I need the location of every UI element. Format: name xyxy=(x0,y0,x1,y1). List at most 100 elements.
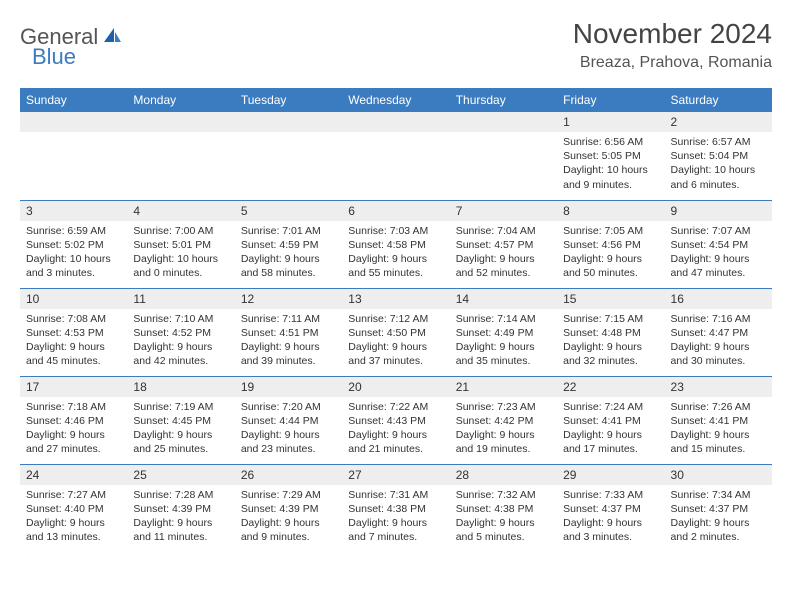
day-details: Sunrise: 7:05 AMSunset: 4:56 PMDaylight:… xyxy=(557,221,664,285)
day-header: Thursday xyxy=(450,88,557,112)
day-number: 20 xyxy=(342,377,449,397)
calendar-cell: 1Sunrise: 6:56 AMSunset: 5:05 PMDaylight… xyxy=(557,112,664,200)
day-number: 18 xyxy=(127,377,234,397)
day-number: 25 xyxy=(127,465,234,485)
day-number: 4 xyxy=(127,201,234,221)
calendar-cell: 30Sunrise: 7:34 AMSunset: 4:37 PMDayligh… xyxy=(665,464,772,552)
calendar-cell: 19Sunrise: 7:20 AMSunset: 4:44 PMDayligh… xyxy=(235,376,342,464)
calendar-cell: 29Sunrise: 7:33 AMSunset: 4:37 PMDayligh… xyxy=(557,464,664,552)
day-number: 10 xyxy=(20,289,127,309)
day-number: 19 xyxy=(235,377,342,397)
day-number: 12 xyxy=(235,289,342,309)
day-header: Monday xyxy=(127,88,234,112)
day-details: Sunrise: 7:27 AMSunset: 4:40 PMDaylight:… xyxy=(20,485,127,549)
calendar-week-row: 3Sunrise: 6:59 AMSunset: 5:02 PMDaylight… xyxy=(20,200,772,288)
day-details: Sunrise: 7:31 AMSunset: 4:38 PMDaylight:… xyxy=(342,485,449,549)
calendar-cell xyxy=(450,112,557,200)
day-details: Sunrise: 7:19 AMSunset: 4:45 PMDaylight:… xyxy=(127,397,234,461)
calendar-header-row: SundayMondayTuesdayWednesdayThursdayFrid… xyxy=(20,88,772,112)
day-number: 14 xyxy=(450,289,557,309)
day-number: 24 xyxy=(20,465,127,485)
day-number: 28 xyxy=(450,465,557,485)
calendar-cell: 5Sunrise: 7:01 AMSunset: 4:59 PMDaylight… xyxy=(235,200,342,288)
calendar-cell xyxy=(20,112,127,200)
calendar-cell: 24Sunrise: 7:27 AMSunset: 4:40 PMDayligh… xyxy=(20,464,127,552)
day-details: Sunrise: 7:34 AMSunset: 4:37 PMDaylight:… xyxy=(665,485,772,549)
day-number: 21 xyxy=(450,377,557,397)
day-details: Sunrise: 7:29 AMSunset: 4:39 PMDaylight:… xyxy=(235,485,342,549)
page-header: General November 2024 Breaza, Prahova, R… xyxy=(20,18,772,72)
day-details: Sunrise: 7:07 AMSunset: 4:54 PMDaylight:… xyxy=(665,221,772,285)
calendar-cell: 6Sunrise: 7:03 AMSunset: 4:58 PMDaylight… xyxy=(342,200,449,288)
day-number: 5 xyxy=(235,201,342,221)
day-number: 8 xyxy=(557,201,664,221)
day-details: Sunrise: 7:32 AMSunset: 4:38 PMDaylight:… xyxy=(450,485,557,549)
day-details: Sunrise: 7:16 AMSunset: 4:47 PMDaylight:… xyxy=(665,309,772,373)
calendar-week-row: 17Sunrise: 7:18 AMSunset: 4:46 PMDayligh… xyxy=(20,376,772,464)
day-details: Sunrise: 6:59 AMSunset: 5:02 PMDaylight:… xyxy=(20,221,127,285)
day-number: 9 xyxy=(665,201,772,221)
day-header: Sunday xyxy=(20,88,127,112)
day-number: 2 xyxy=(665,112,772,132)
day-number-empty xyxy=(127,112,234,132)
calendar-cell: 8Sunrise: 7:05 AMSunset: 4:56 PMDaylight… xyxy=(557,200,664,288)
day-details: Sunrise: 7:26 AMSunset: 4:41 PMDaylight:… xyxy=(665,397,772,461)
day-number-empty xyxy=(20,112,127,132)
day-details: Sunrise: 7:33 AMSunset: 4:37 PMDaylight:… xyxy=(557,485,664,549)
day-number: 16 xyxy=(665,289,772,309)
day-details: Sunrise: 7:14 AMSunset: 4:49 PMDaylight:… xyxy=(450,309,557,373)
calendar-cell: 16Sunrise: 7:16 AMSunset: 4:47 PMDayligh… xyxy=(665,288,772,376)
logo-text-blue: Blue xyxy=(32,44,76,70)
calendar-cell: 10Sunrise: 7:08 AMSunset: 4:53 PMDayligh… xyxy=(20,288,127,376)
day-number: 1 xyxy=(557,112,664,132)
day-details: Sunrise: 7:18 AMSunset: 4:46 PMDaylight:… xyxy=(20,397,127,461)
day-details: Sunrise: 7:15 AMSunset: 4:48 PMDaylight:… xyxy=(557,309,664,373)
day-header: Friday xyxy=(557,88,664,112)
calendar-cell: 9Sunrise: 7:07 AMSunset: 4:54 PMDaylight… xyxy=(665,200,772,288)
day-number: 13 xyxy=(342,289,449,309)
calendar-cell: 20Sunrise: 7:22 AMSunset: 4:43 PMDayligh… xyxy=(342,376,449,464)
calendar-cell xyxy=(235,112,342,200)
title-block: November 2024 Breaza, Prahova, Romania xyxy=(573,18,772,72)
calendar-cell: 2Sunrise: 6:57 AMSunset: 5:04 PMDaylight… xyxy=(665,112,772,200)
day-number: 17 xyxy=(20,377,127,397)
day-details: Sunrise: 7:22 AMSunset: 4:43 PMDaylight:… xyxy=(342,397,449,461)
day-number: 11 xyxy=(127,289,234,309)
day-header: Saturday xyxy=(665,88,772,112)
day-details: Sunrise: 7:04 AMSunset: 4:57 PMDaylight:… xyxy=(450,221,557,285)
day-details: Sunrise: 7:28 AMSunset: 4:39 PMDaylight:… xyxy=(127,485,234,549)
day-number: 7 xyxy=(450,201,557,221)
calendar-cell: 28Sunrise: 7:32 AMSunset: 4:38 PMDayligh… xyxy=(450,464,557,552)
calendar-cell: 3Sunrise: 6:59 AMSunset: 5:02 PMDaylight… xyxy=(20,200,127,288)
day-details: Sunrise: 6:57 AMSunset: 5:04 PMDaylight:… xyxy=(665,132,772,196)
day-details: Sunrise: 6:56 AMSunset: 5:05 PMDaylight:… xyxy=(557,132,664,196)
month-title: November 2024 xyxy=(573,18,772,50)
calendar-cell: 7Sunrise: 7:04 AMSunset: 4:57 PMDaylight… xyxy=(450,200,557,288)
day-number-empty xyxy=(235,112,342,132)
day-details: Sunrise: 7:10 AMSunset: 4:52 PMDaylight:… xyxy=(127,309,234,373)
calendar-cell: 15Sunrise: 7:15 AMSunset: 4:48 PMDayligh… xyxy=(557,288,664,376)
day-details: Sunrise: 7:00 AMSunset: 5:01 PMDaylight:… xyxy=(127,221,234,285)
calendar-cell: 18Sunrise: 7:19 AMSunset: 4:45 PMDayligh… xyxy=(127,376,234,464)
calendar-cell: 14Sunrise: 7:14 AMSunset: 4:49 PMDayligh… xyxy=(450,288,557,376)
day-details: Sunrise: 7:24 AMSunset: 4:41 PMDaylight:… xyxy=(557,397,664,461)
calendar-cell: 12Sunrise: 7:11 AMSunset: 4:51 PMDayligh… xyxy=(235,288,342,376)
day-number: 23 xyxy=(665,377,772,397)
day-header: Tuesday xyxy=(235,88,342,112)
day-number: 26 xyxy=(235,465,342,485)
calendar-cell: 11Sunrise: 7:10 AMSunset: 4:52 PMDayligh… xyxy=(127,288,234,376)
calendar-week-row: 1Sunrise: 6:56 AMSunset: 5:05 PMDaylight… xyxy=(20,112,772,200)
day-number: 30 xyxy=(665,465,772,485)
calendar-cell: 13Sunrise: 7:12 AMSunset: 4:50 PMDayligh… xyxy=(342,288,449,376)
calendar-cell: 22Sunrise: 7:24 AMSunset: 4:41 PMDayligh… xyxy=(557,376,664,464)
day-number-empty xyxy=(450,112,557,132)
day-details: Sunrise: 7:03 AMSunset: 4:58 PMDaylight:… xyxy=(342,221,449,285)
day-number: 22 xyxy=(557,377,664,397)
day-details: Sunrise: 7:12 AMSunset: 4:50 PMDaylight:… xyxy=(342,309,449,373)
day-details: Sunrise: 7:20 AMSunset: 4:44 PMDaylight:… xyxy=(235,397,342,461)
day-details: Sunrise: 7:01 AMSunset: 4:59 PMDaylight:… xyxy=(235,221,342,285)
calendar-week-row: 10Sunrise: 7:08 AMSunset: 4:53 PMDayligh… xyxy=(20,288,772,376)
day-header: Wednesday xyxy=(342,88,449,112)
calendar-cell: 17Sunrise: 7:18 AMSunset: 4:46 PMDayligh… xyxy=(20,376,127,464)
day-number-empty xyxy=(342,112,449,132)
